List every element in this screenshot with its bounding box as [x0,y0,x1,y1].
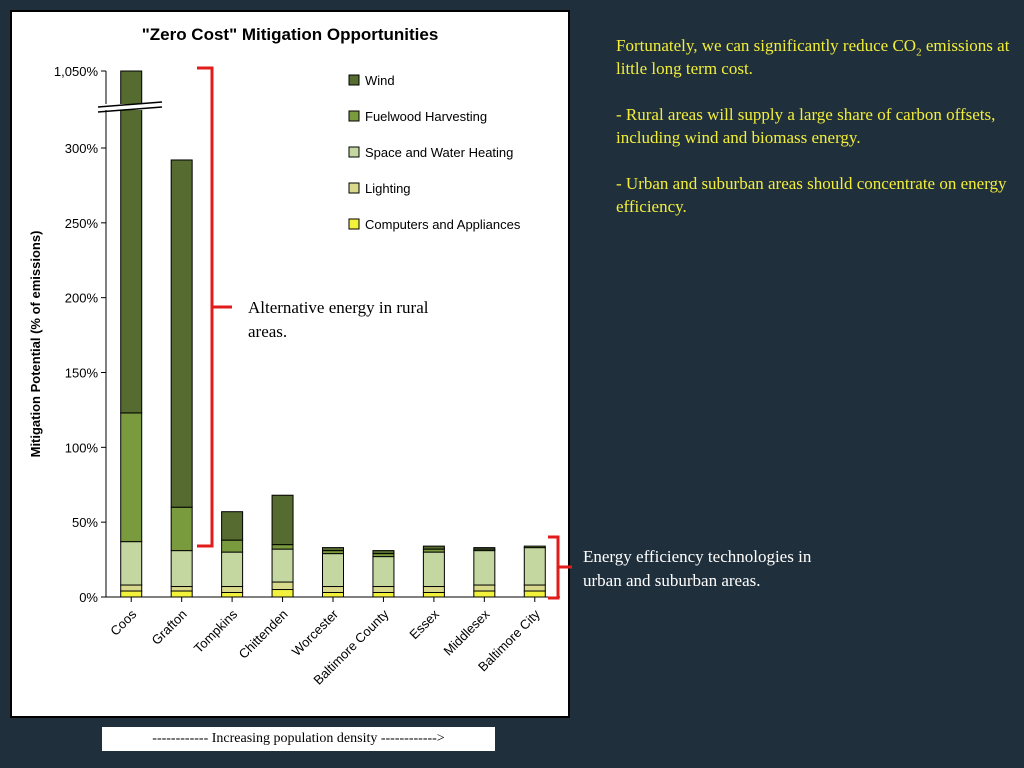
bar-segment [271,589,294,598]
axis-break-mark [97,106,163,113]
legend-swatch [348,146,360,158]
y-tick-label-top: 1,050% [54,64,99,79]
y-tick-label: 300% [65,141,99,156]
chart-title: "Zero Cost" Mitigation Opportunities [142,25,439,44]
x-category-label: Worcester [289,606,342,659]
bar-segment [221,592,244,598]
bar-segment [170,159,193,508]
legend-swatch [348,218,360,230]
bar-segment [120,70,143,414]
legend-label: Space and Water Heating [365,145,513,160]
bar-segment [120,590,143,598]
bar-segment [372,556,395,588]
x-category-label: Essex [406,606,442,642]
side-note-paragraph-3: - Urban and suburban areas should concen… [616,174,1007,216]
x-category-label: Tompkins [191,606,241,656]
legend-swatch [348,74,360,86]
y-tick-label: 200% [65,291,99,306]
bar-segment [322,547,344,552]
side-note-p1-rest: emissions at little long term cost. [616,36,1010,78]
bar-segment [322,553,344,588]
legend-label: Computers and Appliances [365,217,521,232]
bar-segment [322,586,344,594]
axis-break-gap [98,104,162,110]
bar-segment [473,550,496,586]
bar-segment [221,551,244,588]
y-tick-label: 250% [65,216,99,231]
bar-segment [120,541,143,586]
legend-label: Fuelwood Harvesting [365,109,487,124]
legend-label: Wind [365,73,395,88]
axis-break-mark [97,101,163,108]
bar-segment [170,550,193,588]
bar-segment [372,592,395,598]
y-tick-label: 50% [72,515,98,530]
bar-segment [120,584,143,592]
bar-segment [322,592,344,598]
bar-segment [523,590,546,598]
x-category-label: Coos [107,606,139,638]
bar-segment [120,412,143,543]
side-note-paragraph-2: - Rural areas will supply a large share … [616,105,996,147]
bar-segment [271,548,294,583]
bar-segment [221,511,244,541]
bar-segment [523,545,546,549]
bar-segment [422,592,445,598]
bar-segment [170,506,193,552]
side-note: Fortunately, we can significantly reduce… [616,34,1011,241]
chart-svg: "Zero Cost" Mitigation Opportunities 0% 50… [28,25,560,688]
x-category-label: Middlesex [440,606,492,658]
bar-segment [271,494,294,546]
legend-swatch [348,182,360,194]
side-note-p1-text: Fortunately, we can significantly reduce… [616,36,917,55]
bar-segment [372,586,395,594]
population-density-arrow: ------------ Increasing population densi… [102,727,495,751]
side-note-paragraph-1: Fortunately, we can significantly reduce… [616,34,1011,80]
side-note-subscript: 2 [916,46,922,59]
chart-panel: "Zero Cost" Mitigation Opportunities 0% 50… [10,10,570,718]
bar-segment [473,584,496,592]
bar-segment [170,586,193,592]
bar-segment [422,551,445,588]
bar-segment [221,586,244,594]
bar-segment [271,544,294,550]
bar-segment [221,539,244,553]
y-tick-label: 150% [65,366,99,381]
legend-label: Lighting [365,181,411,196]
bar-segment [170,590,193,598]
bar-segment [271,581,294,591]
bar-segment [523,584,546,592]
x-category-label: Chittenden [236,607,291,662]
efficiency-annotation: Energy efficiency technologies in urban … [583,547,812,590]
bar-segment [473,547,496,550]
y-tick-label: 100% [65,440,99,455]
y-axis-title: Mitigation Potential (% of emissions) [28,231,43,458]
bar-segment [523,547,546,586]
y-tick-label: 0% [79,590,98,605]
legend-swatch [348,110,360,122]
bar-segment [422,586,445,594]
bar-segment [422,545,445,550]
x-category-label: Grafton [149,607,190,648]
bar-segment [473,590,496,598]
bar-segment [372,550,395,555]
